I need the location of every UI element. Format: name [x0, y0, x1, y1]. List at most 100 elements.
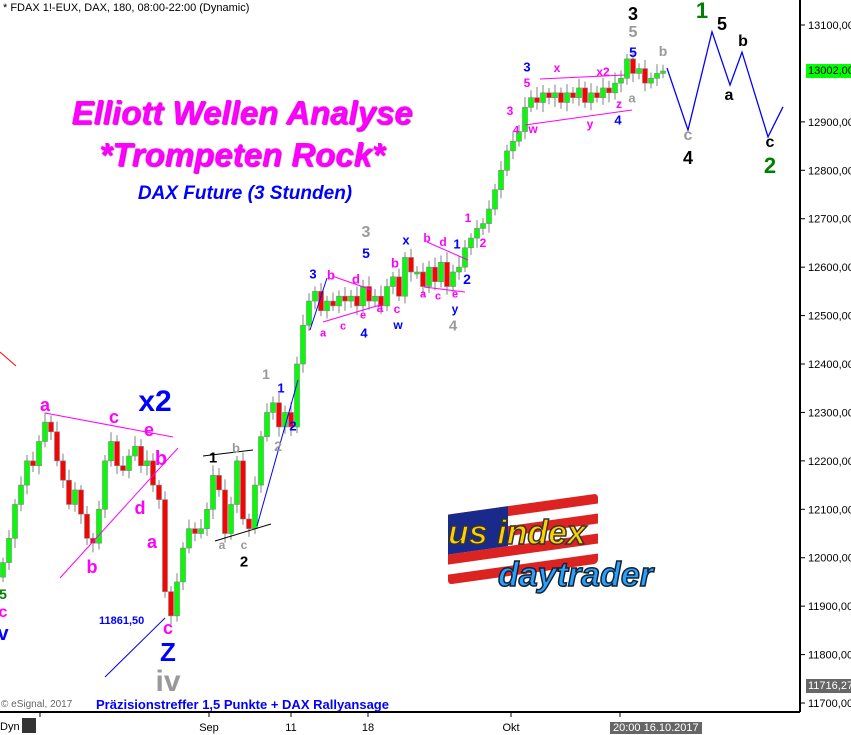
- candle-body: [444, 262, 450, 287]
- candle-body: [342, 295, 348, 302]
- wave-projection-line: [666, 29, 784, 139]
- logo-line2: daytrader: [497, 556, 653, 594]
- candle-body: [408, 257, 414, 273]
- candle-body: [324, 300, 330, 312]
- x-tick-label: 11: [285, 722, 296, 734]
- wave-label: b: [154, 448, 168, 470]
- candle-body: [138, 446, 144, 467]
- low-annotation: 11861,50: [99, 615, 145, 627]
- x-tick-label: 18: [362, 722, 374, 734]
- wave-label: Z: [160, 637, 176, 667]
- candle-body: [192, 528, 198, 534]
- x-tick-label: Sep: [199, 722, 219, 734]
- trend-line: [309, 277, 328, 331]
- y-tick-label: 13100,00: [808, 20, 851, 32]
- candle-body: [366, 286, 372, 302]
- candle-body: [492, 189, 498, 210]
- candle-body: [66, 479, 72, 505]
- candle-body: [6, 538, 12, 563]
- trend-line: [524, 109, 633, 126]
- crosshair-price-tag: 11716,27: [806, 679, 851, 693]
- y-tick-label: 12500,00: [808, 311, 851, 323]
- candle-body: [360, 286, 366, 307]
- candle-body: [234, 460, 240, 505]
- candle-body: [186, 528, 192, 549]
- y-tick-label: 12300,00: [808, 407, 851, 419]
- candle-body: [642, 68, 648, 84]
- wave-label: 1: [453, 236, 461, 252]
- candle-body: [18, 484, 24, 505]
- wave-label: e: [451, 288, 459, 301]
- candle-body: [336, 295, 342, 307]
- candle-body: [396, 276, 402, 297]
- candle-body: [12, 504, 18, 539]
- lock-icon[interactable]: [22, 718, 36, 733]
- candle-body: [168, 591, 174, 617]
- candle-body: [0, 562, 6, 578]
- wave-label: e: [143, 420, 155, 440]
- candle-body: [432, 266, 438, 282]
- wave-label: b: [423, 231, 431, 245]
- y-tick-label: 11700,00: [808, 698, 851, 710]
- y-tick-label: 11900,00: [808, 601, 851, 613]
- wave-label: c: [765, 134, 775, 151]
- wave-label: e: [359, 309, 367, 322]
- wave-label: z: [616, 97, 622, 111]
- wave-label: 5: [362, 245, 370, 261]
- y-tick-label: 11800,00: [808, 650, 851, 662]
- candle-body: [504, 150, 510, 171]
- candle-body: [348, 295, 354, 302]
- candle-body: [480, 223, 486, 229]
- instrument-header: * FDAX 1!-EUX, DAX, 180, 08:00-22:00 (Dy…: [3, 2, 250, 14]
- wave-label: 3: [361, 224, 371, 241]
- wave-label: c: [339, 320, 347, 333]
- candle-body: [198, 528, 204, 534]
- candle-body: [228, 504, 234, 534]
- candle-body: [240, 460, 246, 520]
- trend-line: [423, 286, 466, 293]
- candle-body: [402, 257, 408, 297]
- candle-body: [294, 363, 300, 428]
- candle-body: [90, 538, 96, 544]
- wave-label: 5: [716, 14, 728, 34]
- wave-label: b: [658, 43, 668, 59]
- candle-body: [486, 208, 492, 224]
- trend-line: [59, 447, 179, 579]
- y-tick-label: 12600,00: [808, 262, 851, 274]
- candle-body: [582, 87, 588, 103]
- trend-line: [0, 351, 17, 367]
- wave-label: 2: [463, 271, 471, 287]
- dynamic-mode-label[interactable]: Dyn: [0, 721, 20, 733]
- trend-line: [214, 523, 272, 542]
- candle-body: [618, 77, 624, 84]
- candle-body: [330, 300, 336, 307]
- candle-body: [258, 436, 264, 486]
- logo: us index daytrader: [438, 486, 708, 606]
- wave-label: a: [376, 301, 384, 315]
- candle-body: [546, 92, 552, 98]
- candle-body: [72, 489, 78, 505]
- sub-title: *Trompeten Rock*: [99, 136, 385, 173]
- candle-body: [378, 295, 384, 307]
- wave-label: y: [586, 117, 594, 131]
- candle-body: [630, 58, 636, 74]
- candle-body: [588, 92, 594, 103]
- candle-body: [600, 87, 606, 98]
- candle-body: [426, 266, 432, 287]
- candle-body: [624, 58, 630, 79]
- bottom-note: Präzisionstreffer 1,5 Punkte + DAX Rally…: [96, 697, 389, 712]
- candle-body: [180, 547, 186, 583]
- candle-body: [534, 97, 540, 103]
- candle-body: [36, 441, 42, 467]
- candle-body: [120, 465, 126, 471]
- wave-label: d: [352, 271, 360, 287]
- candle-body: [372, 295, 378, 302]
- candle-body: [510, 140, 516, 152]
- candle-body: [174, 581, 180, 617]
- candle-body: [144, 460, 150, 467]
- wave-label: b: [738, 33, 748, 50]
- wave-label: 5: [628, 24, 638, 41]
- trend-line: [426, 241, 469, 261]
- wave-label: w: [528, 122, 538, 136]
